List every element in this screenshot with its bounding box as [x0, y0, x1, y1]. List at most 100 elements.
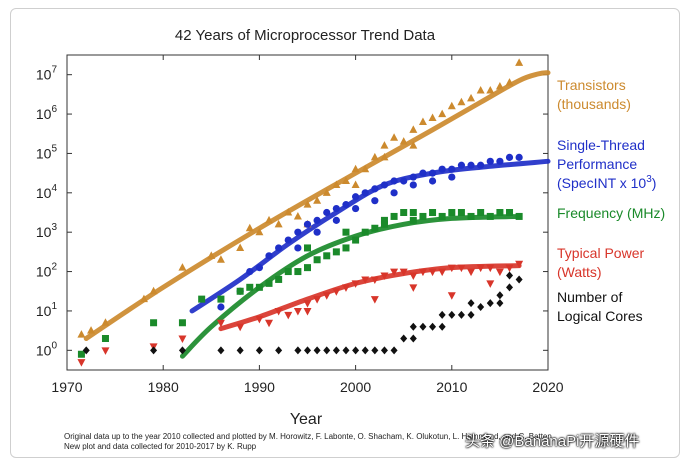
- number-of-point: [313, 346, 321, 355]
- transistors-thousands-point: [457, 97, 466, 106]
- number-of-point: [467, 310, 475, 319]
- number-of-point: [150, 346, 158, 355]
- transistors-thousands-point: [313, 196, 322, 204]
- x-tick-label: 2000: [340, 379, 371, 395]
- transistors-thousands-point: [149, 286, 158, 295]
- transistors-thousands-point: [274, 219, 283, 228]
- frequency-mhz-point: [77, 350, 85, 358]
- typical-power-point: [322, 292, 331, 300]
- frequency-mhz-point: [361, 228, 369, 236]
- frequency-mhz-trend-line: [179, 213, 522, 359]
- x-tick-label: 1980: [148, 379, 179, 395]
- single-thread-point: [371, 197, 379, 205]
- single-thread-point: [390, 177, 398, 185]
- single-thread-point: [303, 220, 312, 228]
- frequency-mhz-point: [313, 256, 321, 264]
- x-tick-label: 1970: [51, 379, 82, 395]
- transistors-thousands-point: [399, 137, 408, 145]
- transistors-thousands-point: [486, 85, 495, 94]
- frequency-mhz-point: [275, 275, 283, 283]
- transistors-thousands-point: [139, 294, 148, 303]
- single-thread-point: [448, 165, 456, 173]
- frequency-mhz-point: [515, 212, 523, 220]
- frequency-mhz-point: [304, 244, 311, 252]
- number-of-point: [390, 346, 398, 355]
- number-of-point: [419, 322, 427, 331]
- typical-power-point: [370, 276, 379, 284]
- typical-power-point: [418, 268, 427, 277]
- typical-power-point: [341, 284, 350, 292]
- transistors-thousands-point: [370, 152, 379, 161]
- number-of-point: [361, 346, 369, 355]
- number-of-point: [496, 299, 504, 308]
- legend-transistors-thousands-line: Transistors: [557, 77, 626, 93]
- typical-power-point: [476, 264, 485, 273]
- number-of-point: [352, 346, 360, 355]
- frequency-mhz-point: [448, 209, 456, 216]
- typical-power-point: [486, 264, 495, 273]
- y-tick-label: 102: [36, 262, 58, 280]
- frequency-mhz-point: [371, 224, 379, 232]
- transistors-thousands-point: [447, 101, 456, 110]
- frequency-mhz-point: [409, 216, 417, 224]
- typical-power-point: [303, 307, 312, 316]
- transistors-thousands-point: [245, 223, 254, 232]
- single-thread-point: [294, 228, 302, 236]
- frequency-mhz-point: [198, 295, 206, 303]
- typical-power-point: [438, 268, 447, 277]
- single-thread-point: [448, 173, 456, 181]
- transistors-thousands-point: [467, 93, 476, 102]
- transistors-thousands-point: [255, 227, 264, 236]
- typical-power-point: [255, 315, 264, 324]
- typical-power-point: [390, 268, 399, 277]
- number-of-point: [380, 346, 388, 355]
- number-of-point: [323, 346, 331, 355]
- single-thread-point: [428, 177, 437, 185]
- frequency-mhz-point: [390, 212, 398, 220]
- y-tick-label: 107: [36, 65, 58, 83]
- number-of-point: [409, 322, 417, 331]
- single-thread-point: [275, 244, 283, 252]
- number-of-point: [342, 346, 350, 355]
- single-thread-point: [332, 204, 340, 213]
- typical-power-point: [178, 335, 187, 343]
- typical-power-point: [361, 276, 370, 284]
- legend-frequency-mhz-line: Frequency (MHz): [557, 205, 665, 221]
- frequency-mhz-point: [477, 209, 485, 216]
- transistors-thousands-point: [341, 176, 350, 184]
- number-of-point: [429, 322, 437, 331]
- frequency-mhz-point: [467, 212, 475, 220]
- frequency-mhz-point: [294, 268, 302, 276]
- typical-power-point: [428, 268, 437, 277]
- transistors-thousands-point: [495, 82, 504, 90]
- transistors-thousands-point: [515, 58, 524, 66]
- watermark: 头条 @BananaPi开源硬件: [465, 433, 640, 450]
- transistors-thousands-point: [322, 188, 331, 196]
- y-tick-label: 106: [36, 104, 58, 122]
- frequency-mhz-point: [342, 244, 350, 252]
- transistors-thousands-point: [351, 180, 360, 188]
- typical-power-point: [370, 296, 379, 304]
- number-of-point: [304, 346, 311, 355]
- frequency-mhz-point: [486, 212, 494, 220]
- single-thread-point: [515, 153, 523, 161]
- legend-single-thread-line: Performance: [557, 156, 637, 172]
- y-tick-label: 104: [36, 183, 58, 201]
- number-of-point: [457, 310, 465, 319]
- transistors-thousands-point: [77, 330, 86, 338]
- footnote-line-1: Original data up to the year 2010 collec…: [64, 432, 552, 441]
- typical-power-point: [332, 288, 341, 296]
- transistors-thousands-point: [409, 125, 418, 133]
- transistors-thousands-point: [418, 117, 427, 125]
- typical-power-point: [236, 323, 245, 332]
- single-thread-point: [323, 208, 331, 217]
- transistors-thousands-point: [380, 141, 389, 149]
- number-of-point: [409, 334, 417, 343]
- chart-title: 42 Years of Microprocessor Trend Data: [175, 27, 436, 44]
- typical-power-point: [284, 311, 293, 320]
- typical-power-point: [265, 319, 274, 328]
- single-thread-point: [477, 161, 485, 169]
- transistors-thousands-point: [207, 251, 216, 259]
- single-thread-point: [217, 303, 225, 311]
- single-thread-point: [400, 177, 408, 185]
